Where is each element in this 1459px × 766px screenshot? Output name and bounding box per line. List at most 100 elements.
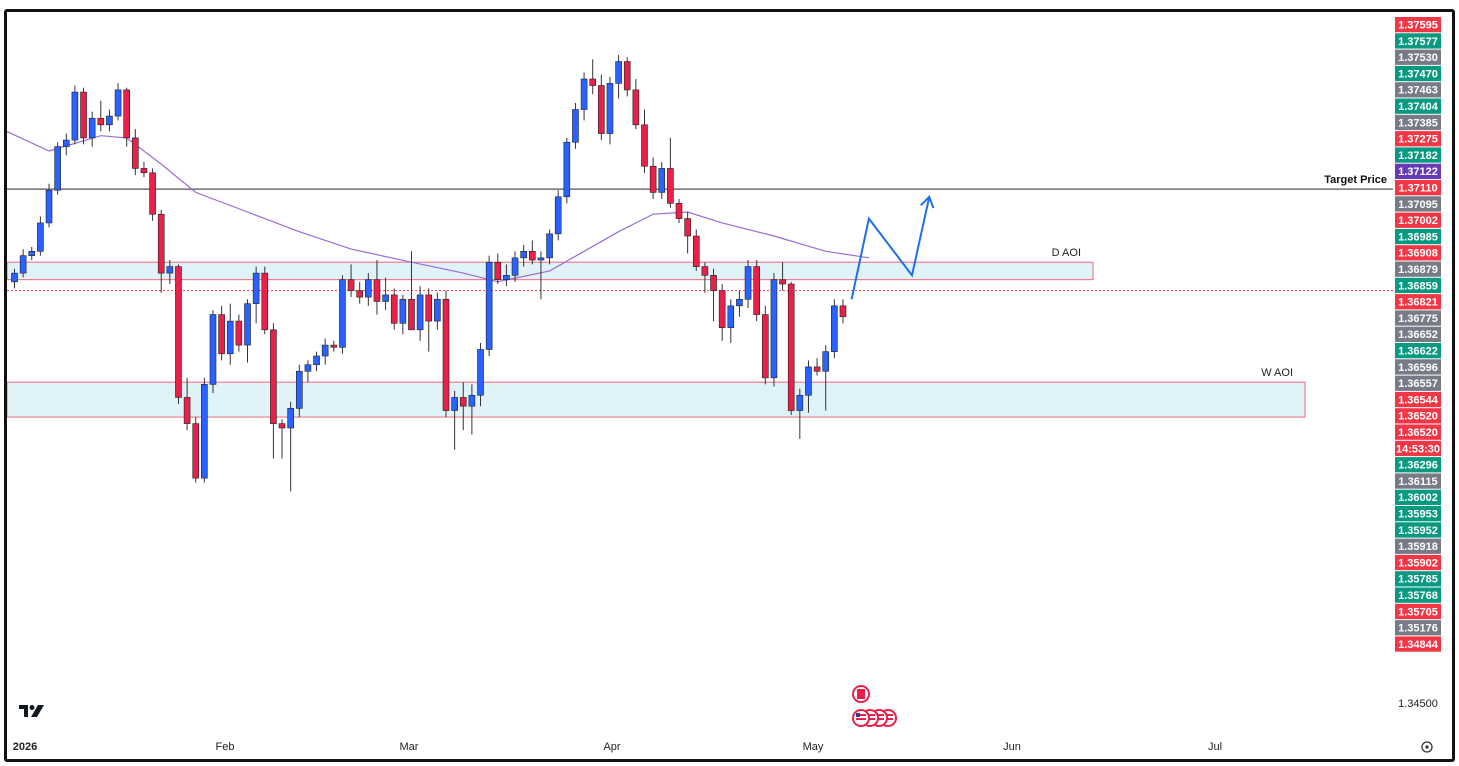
candle[interactable]: [727, 299, 735, 343]
candle[interactable]: [235, 314, 243, 352]
candle[interactable]: [88, 111, 96, 147]
candle[interactable]: [356, 281, 364, 304]
candle[interactable]: [201, 377, 208, 483]
candle[interactable]: [572, 102, 579, 149]
candle[interactable]: [330, 340, 338, 352]
candle[interactable]: [468, 384, 476, 435]
candle[interactable]: [744, 260, 752, 309]
candle[interactable]: [503, 264, 510, 287]
candle[interactable]: [641, 109, 648, 173]
candle[interactable]: [339, 275, 346, 354]
candle[interactable]: [399, 294, 407, 335]
candle[interactable]: [192, 417, 200, 483]
candle[interactable]: [451, 390, 458, 450]
candle[interactable]: [667, 137, 674, 208]
candle[interactable]: [442, 290, 450, 418]
candle[interactable]: [157, 209, 165, 293]
candle[interactable]: [97, 100, 105, 132]
candle[interactable]: [554, 190, 562, 241]
candle[interactable]: [839, 299, 847, 324]
candle[interactable]: [606, 76, 614, 145]
candle[interactable]: [261, 266, 269, 335]
candle[interactable]: [632, 78, 640, 130]
candle[interactable]: [11, 268, 18, 289]
candle[interactable]: [106, 109, 113, 132]
candle[interactable]: [546, 229, 553, 265]
candle[interactable]: [796, 388, 804, 439]
settings-icon[interactable]: [1421, 741, 1433, 753]
canada-flag-icon[interactable]: [852, 685, 870, 703]
candle[interactable]: [123, 87, 130, 147]
candle[interactable]: [684, 212, 691, 254]
candle[interactable]: [321, 338, 329, 365]
candle[interactable]: [589, 59, 597, 95]
candle[interactable]: [19, 249, 27, 278]
candle[interactable]: [580, 72, 588, 121]
candle[interactable]: [175, 264, 182, 404]
candle[interactable]: [736, 290, 743, 317]
candle[interactable]: [278, 419, 286, 459]
candle[interactable]: [382, 277, 389, 311]
candle[interactable]: [218, 305, 225, 361]
candle[interactable]: [62, 133, 70, 156]
candle[interactable]: [710, 268, 717, 322]
candle[interactable]: [28, 246, 36, 261]
candle[interactable]: [408, 251, 415, 331]
candle[interactable]: [563, 137, 571, 204]
candle[interactable]: [226, 303, 234, 365]
candle[interactable]: [183, 377, 191, 431]
candle[interactable]: [304, 360, 312, 383]
candle[interactable]: [166, 260, 174, 285]
candle[interactable]: [80, 87, 87, 145]
candle[interactable]: [434, 292, 441, 330]
candle[interactable]: [675, 198, 683, 223]
candle[interactable]: [598, 74, 605, 141]
candle[interactable]: [45, 183, 53, 228]
candle[interactable]: [313, 351, 320, 372]
candle[interactable]: [140, 161, 148, 178]
candle[interactable]: [71, 85, 79, 145]
candle[interactable]: [805, 360, 812, 413]
candle[interactable]: [347, 264, 355, 298]
usa-flag-icon[interactable]: [852, 709, 870, 727]
candle[interactable]: [718, 284, 726, 341]
candle[interactable]: [528, 240, 536, 265]
candle[interactable]: [520, 244, 527, 267]
candle[interactable]: [477, 342, 484, 407]
candle[interactable]: [494, 253, 502, 285]
candle[interactable]: [373, 260, 381, 315]
candle[interactable]: [537, 251, 545, 300]
candle[interactable]: [485, 255, 493, 356]
candle[interactable]: [511, 251, 519, 282]
candle[interactable]: [365, 273, 372, 306]
candle[interactable]: [615, 55, 622, 99]
candle[interactable]: [649, 157, 657, 199]
candle[interactable]: [287, 401, 294, 492]
candle[interactable]: [813, 358, 821, 376]
candle[interactable]: [416, 286, 424, 341]
candle[interactable]: [692, 229, 700, 271]
candle[interactable]: [822, 345, 830, 411]
candle[interactable]: [54, 142, 61, 195]
candle[interactable]: [244, 299, 251, 363]
candle[interactable]: [270, 323, 277, 459]
candle[interactable]: [149, 168, 156, 221]
candle[interactable]: [114, 83, 122, 121]
candle[interactable]: [295, 364, 303, 418]
candle[interactable]: [762, 305, 769, 385]
candle[interactable]: [831, 299, 838, 359]
candle[interactable]: [37, 216, 44, 256]
candle[interactable]: [132, 129, 139, 175]
candle[interactable]: [787, 281, 795, 415]
candle[interactable]: [701, 262, 709, 293]
candle[interactable]: [425, 288, 433, 352]
candle[interactable]: [252, 266, 260, 324]
candle[interactable]: [390, 288, 398, 330]
candle[interactable]: [459, 382, 467, 431]
candle[interactable]: [753, 260, 760, 322]
candle[interactable]: [770, 273, 778, 387]
candle[interactable]: [623, 57, 631, 97]
candle[interactable]: [658, 161, 666, 199]
candle[interactable]: [209, 310, 217, 394]
